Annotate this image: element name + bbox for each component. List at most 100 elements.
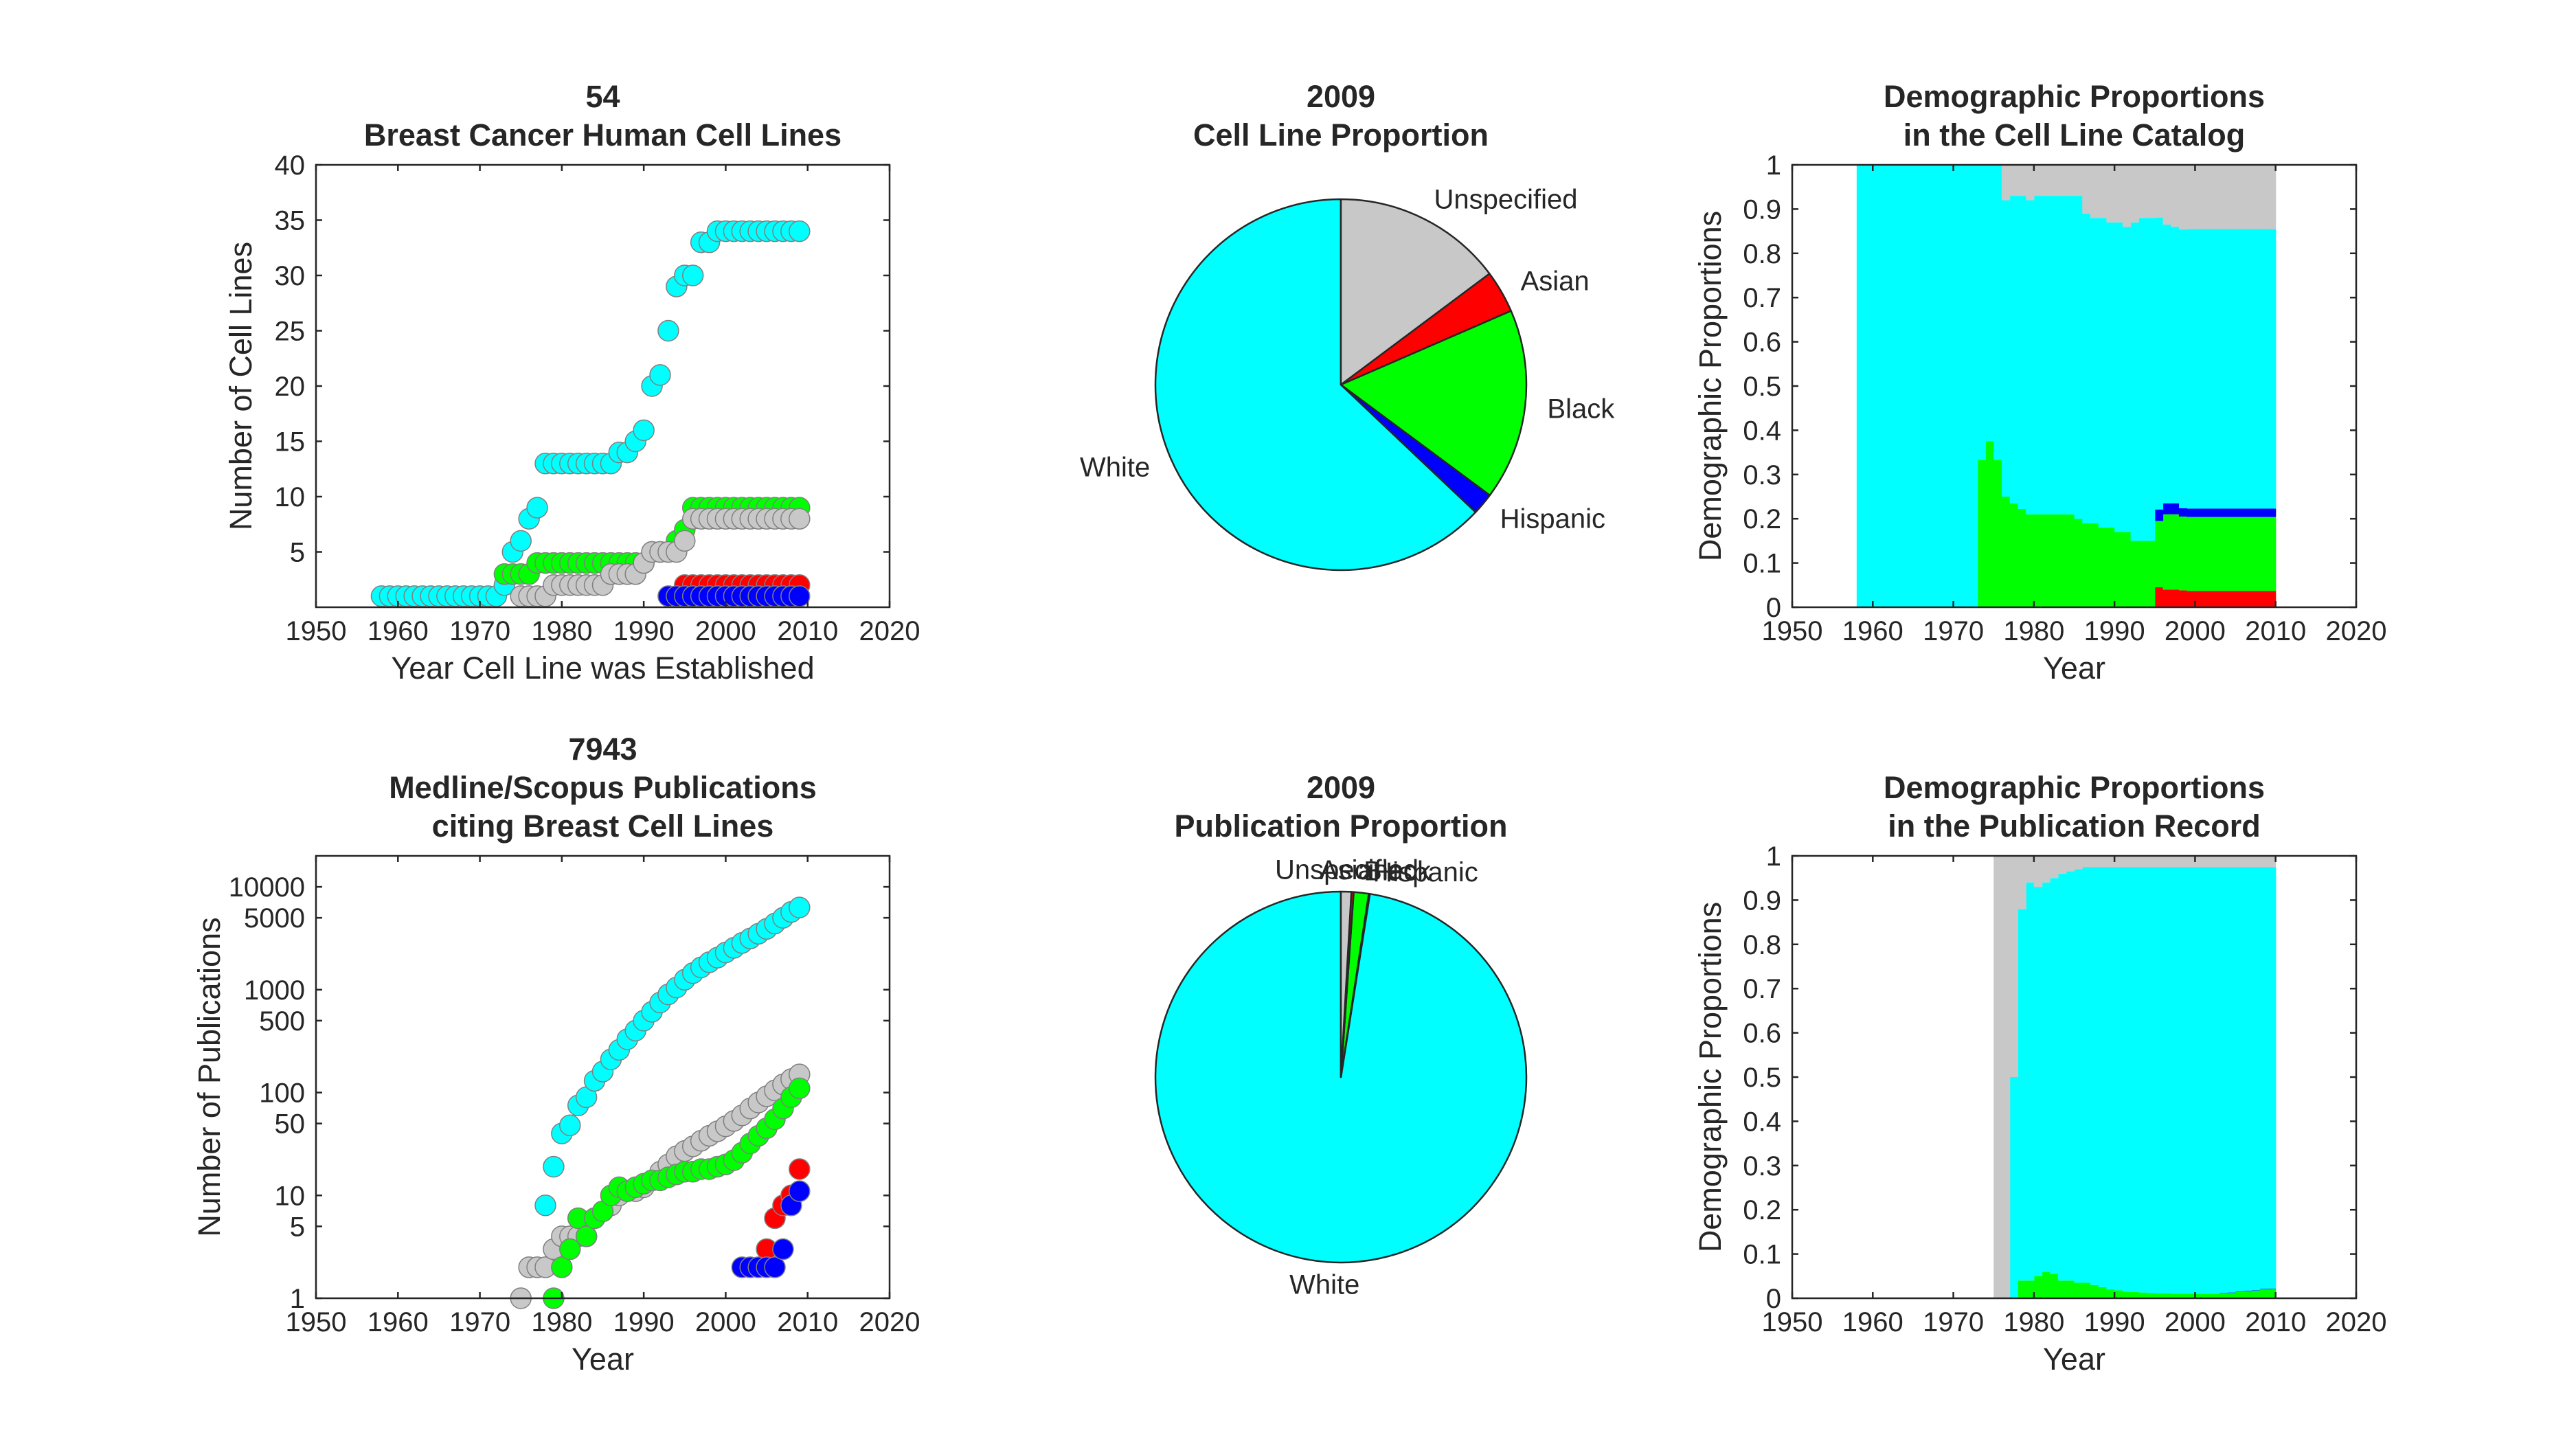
area-segment bbox=[2154, 521, 2164, 588]
stack-white bbox=[1856, 165, 2276, 607]
y-tick-label: 0.2 bbox=[1743, 504, 1781, 534]
area-segment bbox=[2082, 867, 2091, 1283]
area-segment bbox=[2074, 856, 2083, 870]
x-tick-label: 2000 bbox=[2165, 1307, 2226, 1337]
area-segment bbox=[2203, 1293, 2212, 1298]
data-point bbox=[674, 530, 696, 552]
area-segment bbox=[2243, 856, 2252, 868]
y-tick-label: 0.8 bbox=[1743, 930, 1781, 960]
y-tick-label: 0.9 bbox=[1743, 885, 1781, 916]
area-segment bbox=[2082, 856, 2091, 868]
area-segment bbox=[2130, 222, 2139, 541]
area-segment bbox=[2114, 165, 2123, 223]
area-segment bbox=[2082, 165, 2091, 214]
area-segment bbox=[1881, 165, 1890, 607]
area-segment bbox=[2147, 165, 2156, 218]
area-segment bbox=[2138, 541, 2147, 607]
data-point bbox=[657, 319, 679, 342]
area-segment bbox=[2018, 1280, 2026, 1298]
y-tick-label: 30 bbox=[275, 261, 306, 291]
area-segment bbox=[2162, 503, 2171, 514]
area-segment bbox=[2235, 1291, 2244, 1298]
area-segment bbox=[2251, 508, 2260, 517]
series-white bbox=[534, 896, 811, 1217]
area-segment bbox=[1897, 165, 1906, 607]
area-segment bbox=[2042, 196, 2050, 514]
area-segment bbox=[2018, 196, 2026, 510]
area-segment bbox=[2235, 165, 2244, 229]
area-segment bbox=[1961, 165, 1970, 607]
area-segment bbox=[2211, 856, 2220, 868]
area-segment bbox=[2219, 508, 2228, 517]
y-tick-label: 0.5 bbox=[1743, 1063, 1781, 1093]
area-segment bbox=[2122, 1291, 2132, 1298]
area-segment bbox=[2026, 200, 2035, 514]
area-segment bbox=[2066, 871, 2075, 1281]
area-segment bbox=[2026, 514, 2035, 607]
area-segment bbox=[2026, 165, 2035, 201]
area-segment bbox=[2195, 508, 2204, 517]
area-segment bbox=[2219, 517, 2228, 591]
series-hispanic bbox=[731, 1180, 811, 1278]
area-segment bbox=[2026, 1280, 2035, 1298]
area-segment bbox=[2267, 508, 2276, 517]
area-segment bbox=[2050, 165, 2059, 196]
area-segment bbox=[2267, 229, 2276, 509]
pie-slice-unspecified bbox=[1340, 198, 1491, 386]
area-segment bbox=[1912, 165, 1922, 607]
area-segment bbox=[1937, 165, 1946, 607]
x-tick-label: 2010 bbox=[2245, 616, 2306, 646]
area-segment bbox=[1993, 856, 2002, 1298]
data-point bbox=[789, 1180, 811, 1202]
y-tick-label: 0.8 bbox=[1743, 239, 1781, 269]
area-segment bbox=[2203, 591, 2212, 607]
area-segment bbox=[2106, 867, 2115, 1290]
area-segment bbox=[2251, 229, 2260, 509]
area-segment bbox=[2211, 508, 2220, 517]
area-segment bbox=[2042, 1271, 2050, 1298]
area-segment bbox=[2267, 517, 2276, 591]
pie-label-black: Black bbox=[1547, 394, 1615, 425]
area-segment bbox=[2001, 497, 2011, 607]
area-segment bbox=[2050, 856, 2059, 879]
area-segment bbox=[2033, 1276, 2043, 1298]
area-segment bbox=[2178, 229, 2188, 508]
data-point bbox=[681, 264, 704, 286]
area-segment bbox=[2050, 514, 2059, 607]
x-tick-label: 1990 bbox=[2084, 1307, 2145, 1337]
area-segment bbox=[2042, 856, 2050, 883]
chart-title-line: citing Breast Cell Lines bbox=[432, 808, 774, 844]
pie-label-asian: Asian bbox=[1320, 855, 1388, 885]
x-axis-label: Year bbox=[2043, 651, 2105, 686]
area-segment bbox=[2009, 503, 2018, 607]
area-segment bbox=[2243, 517, 2252, 591]
area-segment bbox=[2147, 541, 2156, 607]
stack-unspecified bbox=[2001, 165, 2276, 230]
area-segment bbox=[2033, 196, 2043, 514]
chart-title-line: 2009 bbox=[1307, 770, 1375, 805]
x-tick-label: 1960 bbox=[1842, 1307, 1903, 1337]
area-segment bbox=[2009, 856, 2018, 1077]
stack-hispanic bbox=[2219, 1288, 2276, 1293]
area-segment bbox=[2090, 1285, 2099, 1298]
area-segment bbox=[2154, 217, 2164, 510]
chart-title-line: in the Publication Record bbox=[1888, 808, 2261, 844]
area-segment bbox=[2251, 1291, 2260, 1298]
area-segment bbox=[2090, 523, 2099, 607]
panel-scatter-0: 1950 1960 1970 1980 1990 2000 2010 2020 5 10 15 20 2… bbox=[223, 79, 920, 686]
chart-title-line: Medline/Scopus Publications bbox=[389, 770, 817, 805]
y-tick-label: 50 bbox=[275, 1109, 306, 1140]
area-segment bbox=[2018, 509, 2026, 607]
y-tick-label: 10 bbox=[275, 1181, 306, 1211]
area-segment bbox=[2162, 856, 2171, 868]
area-segment bbox=[2219, 165, 2228, 229]
x-tick-label: 2020 bbox=[2326, 616, 2387, 646]
area-segment bbox=[2058, 165, 2067, 196]
y-tick-label: 100 bbox=[259, 1078, 305, 1109]
stack-white bbox=[2009, 867, 2276, 1298]
area-segment bbox=[2122, 532, 2132, 607]
area-segment bbox=[2267, 1289, 2276, 1298]
area-segment bbox=[1969, 165, 1978, 607]
y-tick-label: 0.6 bbox=[1743, 328, 1781, 358]
area-segment bbox=[2251, 867, 2260, 1291]
